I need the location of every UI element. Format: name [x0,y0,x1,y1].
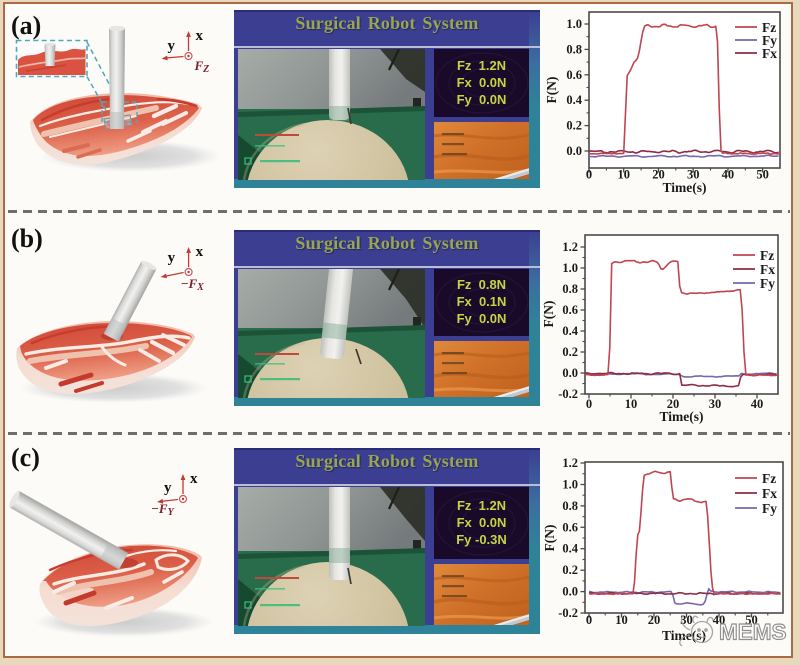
svg-text:Time(s): Time(s) [660,409,704,424]
svg-text:Fy: Fy [762,33,777,48]
svg-text:40: 40 [722,168,735,182]
svg-text:0.4: 0.4 [566,93,582,107]
svg-text:0: 0 [586,168,592,182]
svg-text:Fx: Fx [762,486,777,501]
svg-text:40: 40 [751,397,764,411]
svg-text:30: 30 [687,168,700,182]
svg-text:0.6: 0.6 [562,520,578,534]
svg-text:y: y [168,250,176,266]
svg-text:0.0: 0.0 [566,144,582,158]
svg-text:0.2: 0.2 [562,345,578,359]
svg-text:Fx: Fx [762,46,777,61]
svg-text:0.4: 0.4 [562,542,578,556]
svg-text:F(N): F(N) [541,301,556,328]
svg-text:Fz: Fz [762,471,776,486]
svg-text:Fz: Fz [760,248,774,263]
svg-text:0.6: 0.6 [562,303,578,317]
svg-text:x: x [196,28,204,44]
svg-text:10: 10 [615,613,628,627]
svg-text:0.4: 0.4 [562,324,578,338]
svg-text:y: y [168,38,176,54]
svg-text:0.2: 0.2 [566,119,582,133]
svg-text:50: 50 [756,168,769,182]
svg-text:F(N): F(N) [544,77,559,104]
svg-text:0: 0 [586,613,592,627]
svg-text:1.0: 1.0 [566,17,582,31]
svg-text:1.2: 1.2 [562,240,578,254]
svg-text:-0.2: -0.2 [558,387,578,401]
svg-text:30: 30 [709,397,722,411]
svg-text:0.8: 0.8 [562,282,578,296]
svg-text:Fy: Fy [762,501,777,516]
svg-text:0.6: 0.6 [566,68,582,82]
svg-text:10: 10 [617,168,630,182]
svg-text:1.0: 1.0 [562,261,578,275]
svg-text:40: 40 [713,613,726,627]
svg-text:F(N): F(N) [542,525,557,552]
svg-text:y: y [164,480,172,496]
svg-text:50: 50 [745,613,758,627]
svg-text:-0.2: -0.2 [558,606,578,620]
svg-text:x: x [190,471,198,487]
svg-text:10: 10 [625,397,638,411]
svg-text:1.2: 1.2 [562,456,578,470]
svg-text:0.0: 0.0 [562,585,578,599]
svg-text:20: 20 [648,613,661,627]
svg-text:(c): (c) [11,443,40,472]
svg-text:Fz: Fz [762,20,776,35]
svg-text:0.0: 0.0 [562,366,578,380]
svg-text:0.2: 0.2 [562,563,578,577]
svg-text:(b): (b) [11,224,43,253]
svg-text:20: 20 [652,168,665,182]
svg-text:(a): (a) [11,11,41,40]
svg-text:Fx: Fx [760,262,775,277]
svg-text:Fy: Fy [760,276,775,291]
svg-text:Time(s): Time(s) [663,180,707,195]
svg-text:20: 20 [667,397,680,411]
svg-text:−FX: −FX [181,276,205,293]
svg-text:0.8: 0.8 [562,499,578,513]
svg-text:x: x [196,244,204,260]
svg-text:1.0: 1.0 [562,478,578,492]
svg-text:0.8: 0.8 [566,42,582,56]
svg-text:FZ: FZ [194,58,210,75]
svg-text:0: 0 [586,397,592,411]
svg-text:MEMS: MEMS [719,620,787,645]
svg-text:−FY: −FY [151,501,175,518]
